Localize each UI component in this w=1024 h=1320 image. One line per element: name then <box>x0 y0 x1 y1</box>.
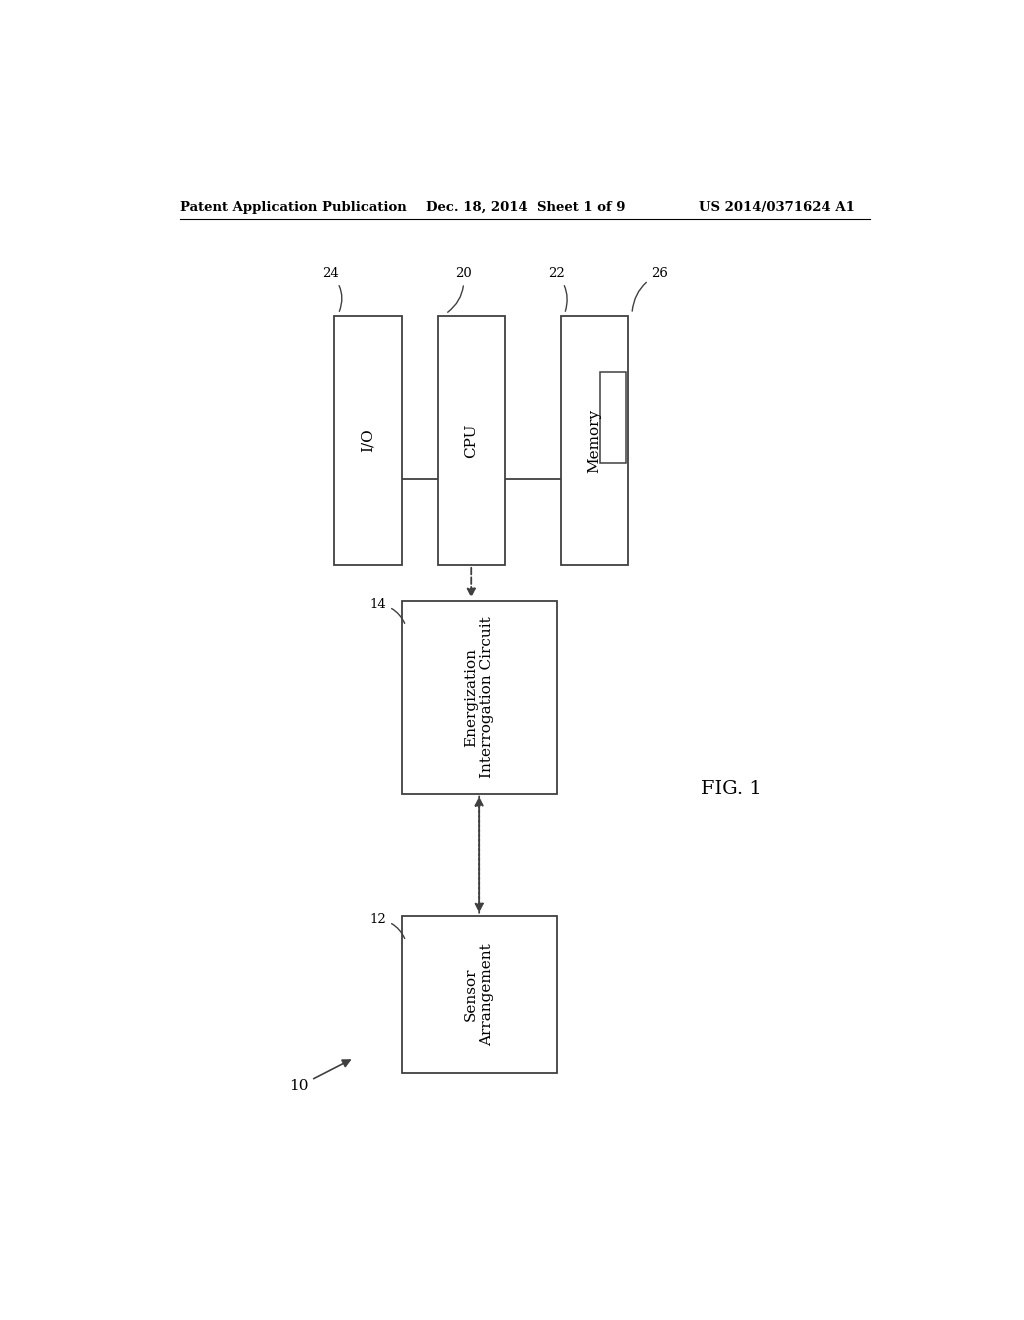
Text: Dec. 18, 2014  Sheet 1 of 9: Dec. 18, 2014 Sheet 1 of 9 <box>426 201 625 214</box>
Bar <box>401 916 557 1073</box>
Text: CPU: CPU <box>464 424 478 458</box>
Text: Energization
Interrogation Circuit: Energization Interrogation Circuit <box>464 616 495 777</box>
Bar <box>600 372 627 463</box>
Bar <box>437 315 505 565</box>
Text: 22: 22 <box>548 268 567 312</box>
Text: I/O: I/O <box>361 429 375 453</box>
Text: 24: 24 <box>322 268 342 312</box>
Text: 14: 14 <box>370 598 404 623</box>
Bar <box>334 315 401 565</box>
Bar <box>560 315 628 565</box>
Text: Patent Application Publication: Patent Application Publication <box>179 201 407 214</box>
Bar <box>401 601 557 793</box>
Text: 20: 20 <box>447 268 472 313</box>
Text: FIG. 1: FIG. 1 <box>700 780 762 797</box>
Text: 26: 26 <box>632 268 668 312</box>
Text: US 2014/0371624 A1: US 2014/0371624 A1 <box>699 201 855 214</box>
Text: Sensor
Arrangement: Sensor Arrangement <box>464 942 495 1045</box>
Text: 10: 10 <box>289 1060 350 1093</box>
Text: Memory: Memory <box>587 408 601 473</box>
Text: 12: 12 <box>370 913 404 939</box>
